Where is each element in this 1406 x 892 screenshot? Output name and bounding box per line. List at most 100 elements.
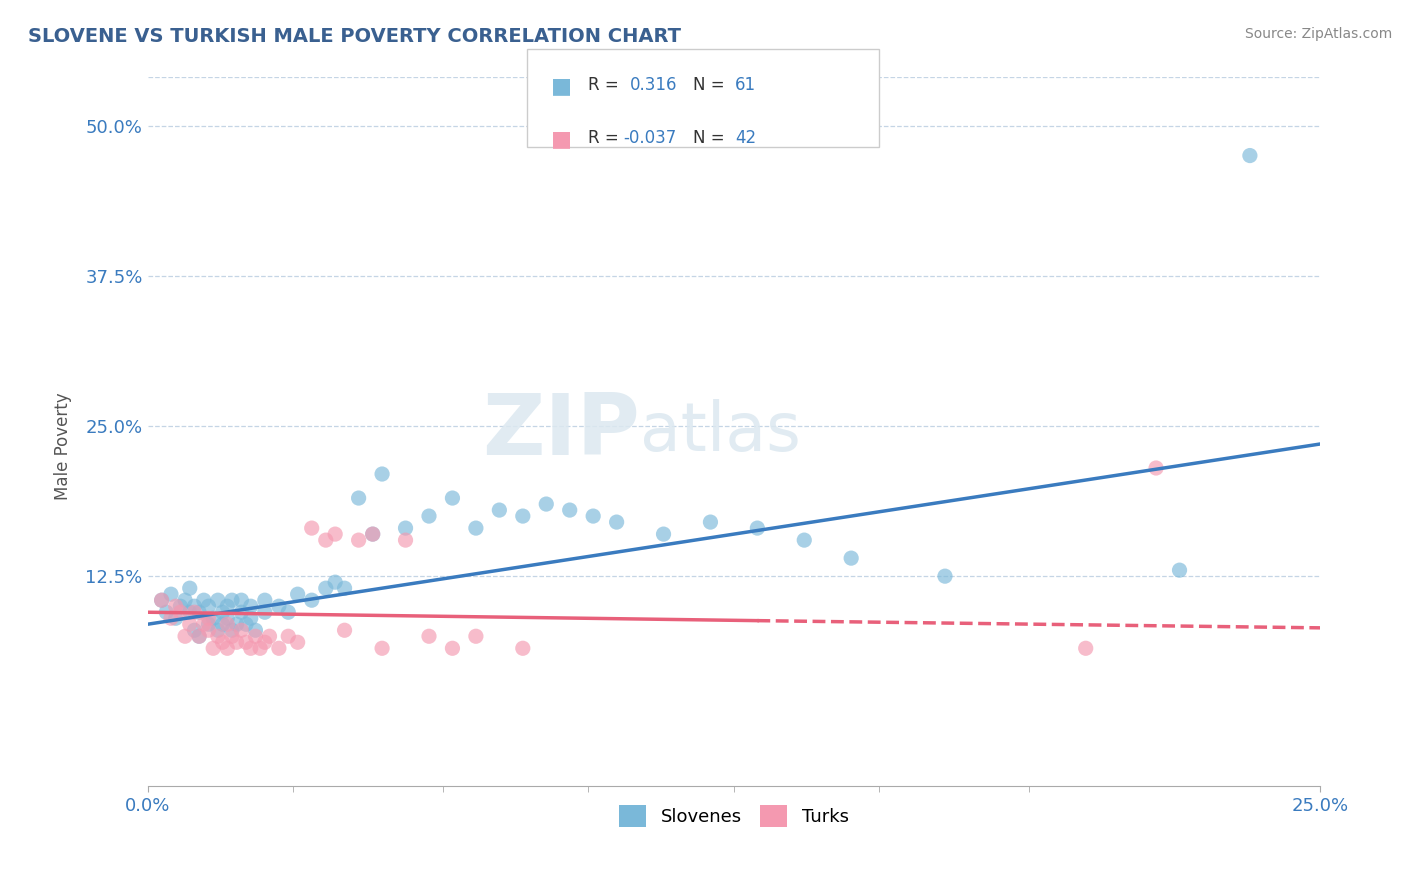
Point	[197, 624, 219, 638]
Point	[221, 629, 243, 643]
Point	[315, 533, 337, 548]
Point	[249, 641, 271, 656]
Point	[253, 635, 276, 649]
Text: R =: R =	[588, 76, 619, 94]
Point	[188, 605, 211, 619]
Point	[488, 503, 510, 517]
Point	[188, 629, 211, 643]
Point	[267, 599, 290, 614]
Point	[239, 611, 262, 625]
Point	[839, 551, 862, 566]
Text: N =: N =	[693, 129, 724, 147]
Text: 61: 61	[735, 76, 756, 94]
Point	[183, 605, 205, 619]
Point	[239, 641, 262, 656]
Point	[361, 527, 384, 541]
Point	[512, 641, 534, 656]
Point	[221, 593, 243, 607]
Text: Source: ZipAtlas.com: Source: ZipAtlas.com	[1244, 27, 1392, 41]
Point	[207, 624, 229, 638]
Point	[165, 599, 187, 614]
Point	[197, 611, 219, 625]
Text: -0.037: -0.037	[623, 129, 676, 147]
Point	[211, 617, 233, 632]
Point	[301, 593, 323, 607]
Point	[1239, 148, 1261, 162]
Point	[202, 611, 225, 625]
Point	[193, 593, 215, 607]
Text: atlas: atlas	[640, 399, 801, 465]
Point	[277, 629, 299, 643]
Point	[188, 629, 211, 643]
Point	[267, 641, 290, 656]
Point	[333, 624, 356, 638]
Point	[418, 629, 440, 643]
Point	[183, 624, 205, 638]
Point	[315, 581, 337, 595]
Point	[207, 593, 229, 607]
Point	[174, 593, 197, 607]
Point	[371, 467, 394, 481]
Point	[231, 593, 253, 607]
Point	[211, 605, 233, 619]
Point	[347, 491, 370, 505]
Point	[217, 617, 239, 632]
Point	[169, 605, 191, 619]
Text: N =: N =	[693, 76, 724, 94]
Point	[253, 593, 276, 607]
Point	[202, 641, 225, 656]
Point	[179, 617, 201, 632]
Text: R =: R =	[588, 129, 619, 147]
Point	[174, 629, 197, 643]
Point	[183, 599, 205, 614]
Point	[239, 599, 262, 614]
Point	[221, 624, 243, 638]
Point	[699, 515, 721, 529]
Point	[211, 635, 233, 649]
Point	[259, 629, 281, 643]
Point	[747, 521, 769, 535]
Text: 42: 42	[735, 129, 756, 147]
Point	[441, 491, 464, 505]
Point	[277, 605, 299, 619]
Point	[652, 527, 675, 541]
Point	[193, 617, 215, 632]
Point	[231, 605, 253, 619]
Point	[217, 641, 239, 656]
Point	[155, 605, 177, 619]
Point	[1074, 641, 1097, 656]
Point	[287, 587, 309, 601]
Point	[235, 635, 257, 649]
Point	[245, 624, 267, 638]
Text: ■: ■	[551, 76, 572, 95]
Point	[441, 641, 464, 656]
Text: SLOVENE VS TURKISH MALE POVERTY CORRELATION CHART: SLOVENE VS TURKISH MALE POVERTY CORRELAT…	[28, 27, 681, 45]
Point	[371, 641, 394, 656]
Point	[169, 599, 191, 614]
Point	[150, 593, 173, 607]
Point	[582, 509, 605, 524]
Point	[231, 624, 253, 638]
Point	[197, 617, 219, 632]
Point	[287, 635, 309, 649]
Point	[165, 611, 187, 625]
Text: 0.316: 0.316	[630, 76, 678, 94]
Point	[217, 611, 239, 625]
Point	[217, 599, 239, 614]
Point	[418, 509, 440, 524]
Point	[179, 581, 201, 595]
Text: Male Poverty: Male Poverty	[55, 392, 72, 500]
Point	[301, 521, 323, 535]
Point	[253, 605, 276, 619]
Point	[225, 635, 247, 649]
Point	[361, 527, 384, 541]
Point	[394, 533, 416, 548]
Point	[245, 629, 267, 643]
Point	[235, 617, 257, 632]
Point	[207, 629, 229, 643]
Point	[464, 521, 486, 535]
Point	[606, 515, 628, 529]
Point	[333, 581, 356, 595]
Legend: Slovenes, Turks: Slovenes, Turks	[612, 797, 856, 834]
Point	[160, 611, 183, 625]
